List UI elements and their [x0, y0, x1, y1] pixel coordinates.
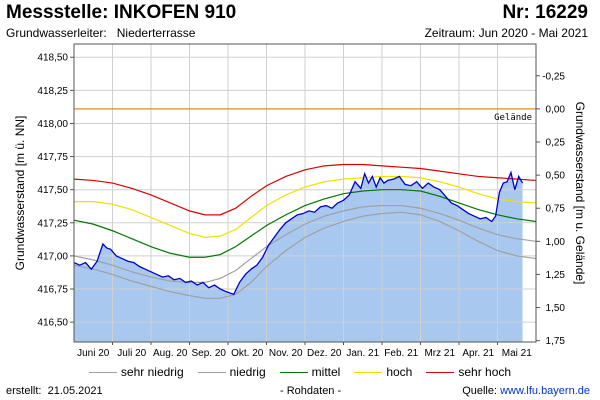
y-tick-label: 417,75 [37, 152, 68, 163]
y-right-tick-label: 0,75 [546, 204, 566, 215]
created-info: erstellt: 21.05.2021 [6, 385, 103, 397]
y-right-tick-label: 0,50 [546, 171, 566, 182]
y-tick-label: 417,50 [37, 185, 68, 196]
x-tick-label: Juni 20 [77, 348, 110, 359]
legend-label: sehr hoch [458, 365, 512, 379]
legend-item-niedrig: niedrig [197, 365, 266, 379]
legend-item-hoch: hoch [354, 365, 412, 379]
ground-level-label: Gelände [494, 113, 532, 123]
x-tick-label: Feb. 21 [384, 348, 418, 359]
y-tick-label: 416,50 [37, 318, 68, 329]
series-line-sehr-hoch [73, 163, 537, 216]
legend-label: mittel [311, 365, 341, 379]
x-tick-label: Dez. 20 [307, 348, 342, 359]
y-tick-label: 416,75 [37, 285, 68, 296]
x-tick-label: Mrz 21 [424, 348, 455, 359]
x-tick-label: Mai 21 [502, 348, 532, 359]
source-info: Quelle: www.lfu.bayern.de [462, 385, 590, 397]
raw-data-note: - Rohdaten - [280, 385, 342, 397]
y-right-tick-label: 1,00 [546, 237, 566, 248]
source-link[interactable]: www.lfu.bayern.de [500, 385, 590, 397]
legend-label: hoch [386, 365, 413, 379]
series-line-measured [73, 170, 524, 296]
legend-swatch [197, 372, 226, 374]
y-right-tick-label: 1,25 [546, 270, 566, 281]
created-date: 21.05.2021 [47, 385, 103, 397]
y-axis-title: Grundwasserstand [m ü. NN] [13, 116, 27, 271]
x-tick-label: Jan. 21 [346, 348, 379, 359]
x-tick-label: Apr. 21 [462, 348, 494, 359]
y-right-tick-label: 1,75 [546, 336, 566, 347]
y-tick-label: 418,50 [37, 53, 68, 64]
x-tick-label: Aug. 20 [153, 348, 188, 359]
x-tick-label: Sep. 20 [192, 348, 227, 359]
y-axis-title-right: Grundwasserstand [m u. Gelände] [573, 102, 587, 285]
measured-fill-area [74, 172, 523, 342]
series-line-niedrig [73, 204, 537, 283]
source-label: Quelle: [462, 385, 498, 397]
legend-label: niedrig [229, 365, 266, 379]
y-tick-label: 418,00 [37, 119, 68, 130]
y-right-tick-label: -0,25 [542, 71, 565, 82]
y-tick-label: 418,25 [37, 86, 68, 97]
legend: sehr niedrig niedrig mittel hoch sehr hoch [0, 365, 600, 379]
series-line-hoch [74, 175, 537, 238]
y-right-tick-label: 1,50 [546, 303, 566, 314]
legend-swatch [279, 372, 308, 374]
y-tick-label: 417,25 [37, 218, 68, 229]
aquifer-value: Niederterrasse [116, 26, 196, 40]
y-right-tick-label: 0,25 [546, 138, 566, 149]
y-right-tick-label: 0,00 [546, 104, 566, 115]
x-tick-label: Juli 20 [117, 348, 146, 359]
legend-swatch [426, 372, 455, 374]
series-line-sehr-niedrig [73, 211, 537, 299]
legend-item-mittel: mittel [279, 365, 341, 379]
series-line-mittel [73, 189, 537, 258]
aquifer-label: Grundwasserleiter: [6, 26, 107, 40]
x-tick-label: Okt. 20 [231, 348, 264, 359]
y-tick-label: 417,00 [37, 251, 68, 262]
created-label: erstellt: [6, 385, 42, 397]
legend-item-sehr-niedrig: sehr niedrig [88, 365, 184, 379]
legend-swatch [354, 372, 383, 374]
station-title: Messstelle: INKOFEN 910 [6, 2, 237, 23]
period-label: Zeitraum: Jun 2020 - Mai 2021 [424, 26, 588, 40]
legend-swatch [88, 372, 117, 374]
x-tick-label: Nov. 20 [269, 348, 303, 359]
legend-label: sehr niedrig [120, 365, 184, 379]
legend-item-sehr-hoch: sehr hoch [426, 365, 511, 379]
station-number: Nr: 16229 [502, 2, 588, 23]
aquifer-info: Grundwasserleiter: Niederterrasse [6, 26, 195, 40]
